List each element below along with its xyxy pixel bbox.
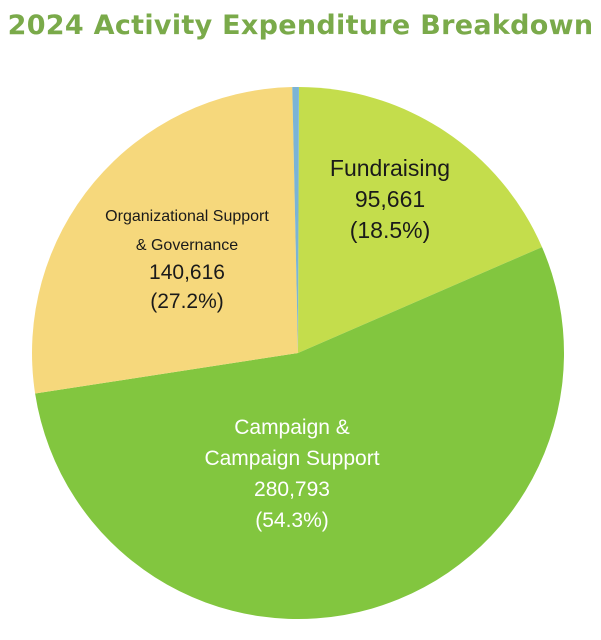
slice-label-percent: (27.2%) xyxy=(150,290,224,313)
slice-label-name: Fundraising xyxy=(330,155,450,181)
slice-labels: Fundraising 95,661 (18.5%) Campaign & Campai… xyxy=(105,155,450,532)
slice-label-value: 95,661 xyxy=(355,186,425,212)
slice-label-value: 280,793 xyxy=(254,478,330,501)
slice-label-name: & Governance xyxy=(136,237,238,254)
slice-campaign xyxy=(35,247,565,620)
slice-label-value: 140,616 xyxy=(149,261,225,284)
slice-other xyxy=(292,86,299,353)
pie-slices xyxy=(32,86,565,620)
slice-label-name: Organizational Support xyxy=(105,208,269,225)
slice-label-name: Campaign Support xyxy=(204,447,379,470)
chart-title: 2024 Activity Expenditure Breakdown xyxy=(7,10,594,41)
slice-label-percent: (18.5%) xyxy=(350,217,431,243)
slice-label-name: Campaign & xyxy=(234,416,350,439)
slice-fundraising xyxy=(298,87,542,353)
slice-organizational xyxy=(32,87,298,394)
slice-label-percent: (54.3%) xyxy=(255,509,329,532)
